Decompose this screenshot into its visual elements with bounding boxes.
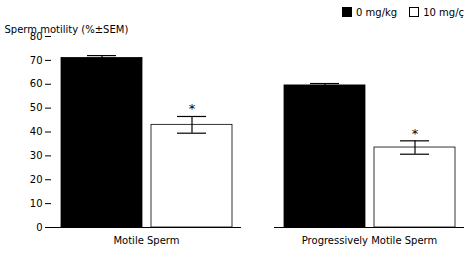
svg-text:Sperm motility (%±SEM): Sperm motility (%±SEM) [5,24,129,35]
svg-text:20: 20 [30,174,43,185]
svg-text:40: 40 [30,126,43,137]
svg-text:Motile Sperm: Motile Sperm [113,235,179,246]
svg-text:30: 30 [30,150,43,161]
svg-text:80: 80 [29,30,43,42]
svg-text:60: 60 [30,78,43,89]
svg-text:50: 50 [30,102,43,113]
svg-text:*: * [412,126,419,141]
svg-text:Progressively Motile Sperm: Progressively Motile Sperm [302,235,437,246]
svg-text:70: 70 [30,55,43,66]
html-text:0 mg/kg: 0 mg/kg [356,6,398,18]
html-text:10 mg/ç: 10 mg/ç [423,6,464,18]
svg-text:10: 10 [30,198,43,209]
svg-text:0: 0 [36,222,42,233]
svg-text:*: * [189,101,196,116]
